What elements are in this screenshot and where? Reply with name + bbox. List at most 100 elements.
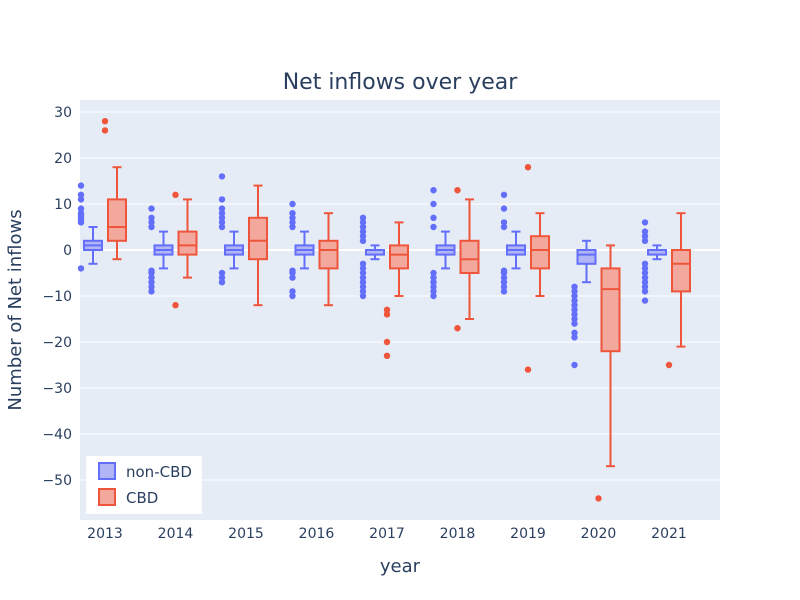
outlier-point: [289, 274, 296, 281]
outlier-point: [289, 223, 296, 231]
y-tick-label: 10: [54, 197, 72, 213]
outlier-point: [641, 288, 649, 295]
outlier-point: [571, 306, 578, 313]
outlier-point: [430, 223, 437, 231]
outlier-point: [571, 329, 578, 336]
outlier-point: [289, 210, 296, 217]
box-cbd-2020: [595, 244, 621, 502]
outlier-point: [641, 274, 649, 281]
outlier-point: [218, 279, 226, 286]
x-axis-ticks: 2013 2014 2015 2016 2017 2018 2019 2020 2021: [87, 526, 687, 542]
outlier-point: [454, 325, 461, 332]
outlier-point: [571, 288, 578, 295]
outlier-point: [571, 361, 578, 369]
outlier-point: [595, 495, 602, 502]
box-iqr: [600, 267, 621, 353]
box-non-cbd-2021: [641, 219, 667, 304]
outlier-point: [359, 269, 367, 277]
outlier-point: [359, 214, 367, 221]
box-non-cbd-2019: [500, 191, 526, 295]
outlier-point: [359, 233, 367, 240]
outlier-point: [641, 265, 649, 272]
box-series: [77, 118, 691, 502]
outlier-point: [641, 233, 649, 240]
outlier-point: [641, 237, 649, 244]
outlier-point: [641, 260, 649, 267]
y-axis-ticks: 30 20 10 0 −10 −20 −30 −40 −50: [42, 105, 72, 489]
x-tick-label: 2020: [581, 526, 617, 542]
outlier-point: [218, 274, 226, 281]
x-tick-label: 2017: [369, 526, 405, 542]
outlier-point: [383, 311, 391, 318]
outlier-point: [77, 191, 85, 198]
outlier-point: [359, 283, 367, 290]
outlier-point: [359, 228, 367, 235]
outlier-point: [571, 302, 578, 309]
y-tick-label: 20: [54, 151, 72, 167]
outlier-point: [665, 361, 673, 369]
legend-swatch-cbd[interactable]: [98, 488, 116, 506]
outlier-point: [430, 283, 437, 290]
outlier-point: [430, 288, 437, 295]
outlier-point: [359, 219, 367, 226]
y-axis-title: Number of Net inflows: [5, 209, 26, 410]
outlier-point: [641, 219, 649, 226]
outlier-point: [359, 274, 367, 281]
box-iqr: [459, 239, 480, 275]
outlier-point: [172, 302, 179, 309]
x-tick-label: 2019: [510, 526, 546, 542]
outlier-point: [77, 205, 85, 212]
legend-swatch-non-cbd[interactable]: [98, 462, 116, 480]
outlier-point: [359, 223, 367, 231]
y-tick-label: −10: [42, 289, 72, 305]
outlier-point: [641, 228, 649, 235]
outlier-point: [500, 205, 508, 212]
outlier-point: [218, 223, 226, 231]
outlier-point: [289, 200, 296, 208]
x-tick-label: 2015: [228, 526, 264, 542]
outlier-point: [101, 127, 109, 134]
box-non-cbd-2013: [77, 182, 103, 272]
outlier-point: [430, 269, 437, 277]
outlier-point: [571, 320, 578, 327]
outlier-point: [500, 223, 508, 231]
box-cbd-2021: [665, 212, 691, 369]
x-axis-title: year: [380, 556, 421, 577]
outlier-point: [430, 214, 437, 221]
box-cbd-2016: [318, 212, 339, 307]
outlier-point: [500, 279, 508, 286]
outlier-point: [500, 191, 508, 198]
x-tick-label: 2021: [651, 526, 687, 542]
box-non-cbd-2014: [148, 205, 174, 295]
outlier-point: [77, 210, 85, 217]
outlier-point: [218, 269, 226, 277]
outlier-point: [218, 219, 226, 226]
outlier-point: [571, 292, 578, 300]
outlier-point: [148, 274, 155, 281]
y-tick-label: 30: [54, 105, 72, 121]
legend-label-cbd[interactable]: CBD: [126, 489, 158, 507]
outlier-point: [430, 279, 437, 286]
outlier-point: [430, 200, 437, 208]
legend-label-non-cbd[interactable]: non-CBD: [126, 463, 192, 481]
outlier-point: [571, 311, 578, 318]
x-tick-label: 2016: [299, 526, 335, 542]
outlier-point: [148, 205, 155, 212]
x-tick-label: 2014: [158, 526, 194, 542]
box-cbd-2017: [383, 221, 409, 359]
outlier-point: [500, 267, 508, 274]
outlier-point: [148, 283, 155, 290]
outlier-point: [524, 366, 532, 373]
y-tick-label: −50: [42, 473, 72, 489]
outlier-point: [148, 223, 155, 231]
outlier-point: [500, 283, 508, 290]
outlier-point: [218, 196, 226, 203]
outlier-point: [77, 182, 85, 189]
outlier-point: [571, 315, 578, 323]
box-cbd-2015: [248, 184, 268, 307]
y-tick-label: 0: [63, 243, 72, 259]
outlier-point: [430, 187, 437, 194]
outlier-point: [641, 297, 649, 304]
box-non-cbd-2016: [289, 200, 315, 300]
